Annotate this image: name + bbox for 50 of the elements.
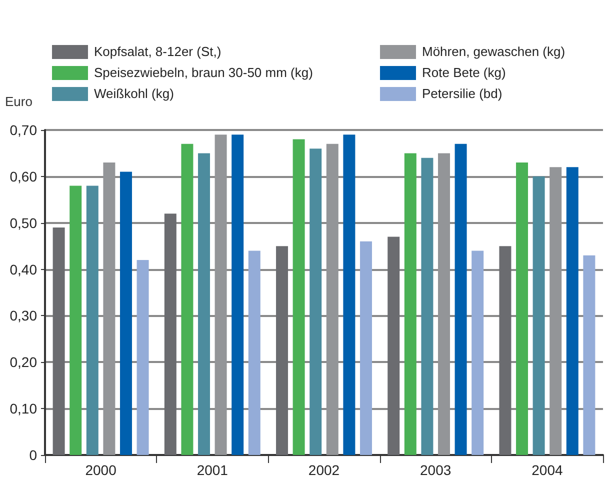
bar (164, 214, 176, 455)
bar (86, 186, 98, 455)
legend-label: Rote Bete (kg) (422, 65, 506, 80)
bar (472, 250, 484, 455)
legend-label: Petersilie (bd) (422, 86, 502, 101)
x-tick-label: 2004 (532, 462, 563, 478)
bar (583, 255, 596, 455)
y-tick-label: 0,10 (10, 400, 38, 417)
bar (232, 134, 244, 455)
bar (343, 134, 356, 455)
bar (70, 186, 82, 455)
bar (52, 228, 65, 455)
bar (566, 167, 578, 455)
bar (550, 167, 562, 455)
x-tick-label: 2000 (85, 462, 117, 478)
bar (454, 144, 467, 455)
bar (404, 153, 416, 455)
bar (516, 162, 528, 455)
legend-label: Möhren, gewaschen (kg) (422, 44, 566, 59)
bar (214, 134, 227, 455)
y-tick-label: 0,20 (10, 354, 38, 370)
y-tick-label: 0,60 (10, 168, 38, 184)
y-tick-label: 0 (29, 447, 38, 463)
legend-label: Kopfsalat, 8-12er (St,) (94, 44, 222, 59)
y-axis-title: Euro (5, 94, 32, 109)
bar (292, 139, 305, 455)
bar (532, 176, 545, 455)
bar (499, 246, 512, 455)
y-tick-label: 0,30 (10, 308, 38, 324)
y-tick-label: 0,40 (10, 261, 38, 278)
bar (388, 236, 400, 455)
y-tick-label: 0,50 (10, 214, 38, 231)
bar (120, 172, 132, 455)
bar (181, 144, 194, 455)
x-tick-label: 2001 (196, 462, 228, 478)
bar (310, 148, 322, 455)
x-tick-label: 2003 (420, 462, 452, 478)
legend-label: Weißkohl (kg) (94, 86, 174, 101)
bar (438, 153, 450, 455)
bar (360, 241, 372, 455)
bar (103, 162, 116, 455)
bar (136, 260, 149, 455)
bar (198, 153, 210, 455)
bar (276, 246, 288, 455)
x-tick-label: 2002 (308, 462, 340, 478)
bar (421, 158, 434, 455)
bar (248, 250, 260, 455)
legend-label: Speisezwiebeln, braun 30-50 mm (kg) (94, 65, 313, 80)
bar (326, 144, 338, 455)
y-tick-label: 0,70 (10, 122, 38, 138)
